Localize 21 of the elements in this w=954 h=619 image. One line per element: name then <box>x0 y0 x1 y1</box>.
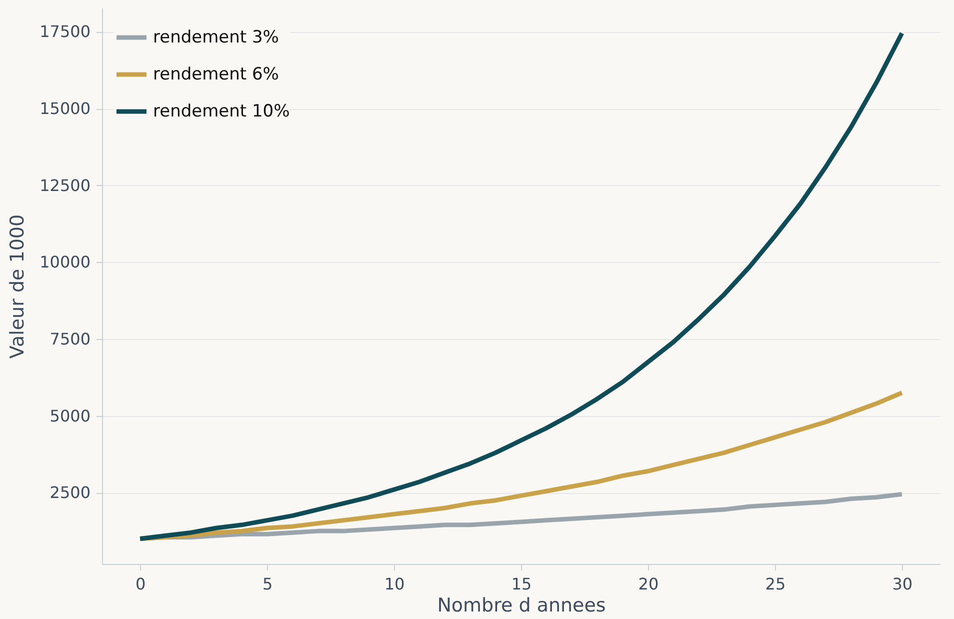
x-tick-label: 5 <box>262 574 273 594</box>
x-tick-label: 30 <box>892 574 913 594</box>
y-tick-label: 12500 <box>40 176 90 195</box>
y-tick-label: 15000 <box>40 99 90 118</box>
x-axis-title: Nombre d annees <box>437 594 606 616</box>
legend-label: rendement 6% <box>153 64 279 84</box>
legend-label: rendement 3% <box>153 28 279 48</box>
y-tick-label: 2500 <box>50 483 90 502</box>
line-series <box>138 390 904 541</box>
y-tick-label: 7500 <box>50 330 90 349</box>
x-tick-label: 0 <box>135 574 146 594</box>
x-tick-label: 25 <box>765 574 786 594</box>
y-tick-label: 5000 <box>50 406 90 426</box>
x-tick-label: 20 <box>638 574 659 594</box>
y-axis-title: Valeur de 1000 <box>6 214 29 359</box>
y-tick-label: 10000 <box>40 252 90 272</box>
legend-label: rendement 10% <box>153 102 290 122</box>
x-tick-label: 15 <box>511 574 532 594</box>
line-series <box>138 31 904 541</box>
y-tick-label: 17500 <box>40 22 90 42</box>
x-tick-label: 10 <box>384 574 405 594</box>
